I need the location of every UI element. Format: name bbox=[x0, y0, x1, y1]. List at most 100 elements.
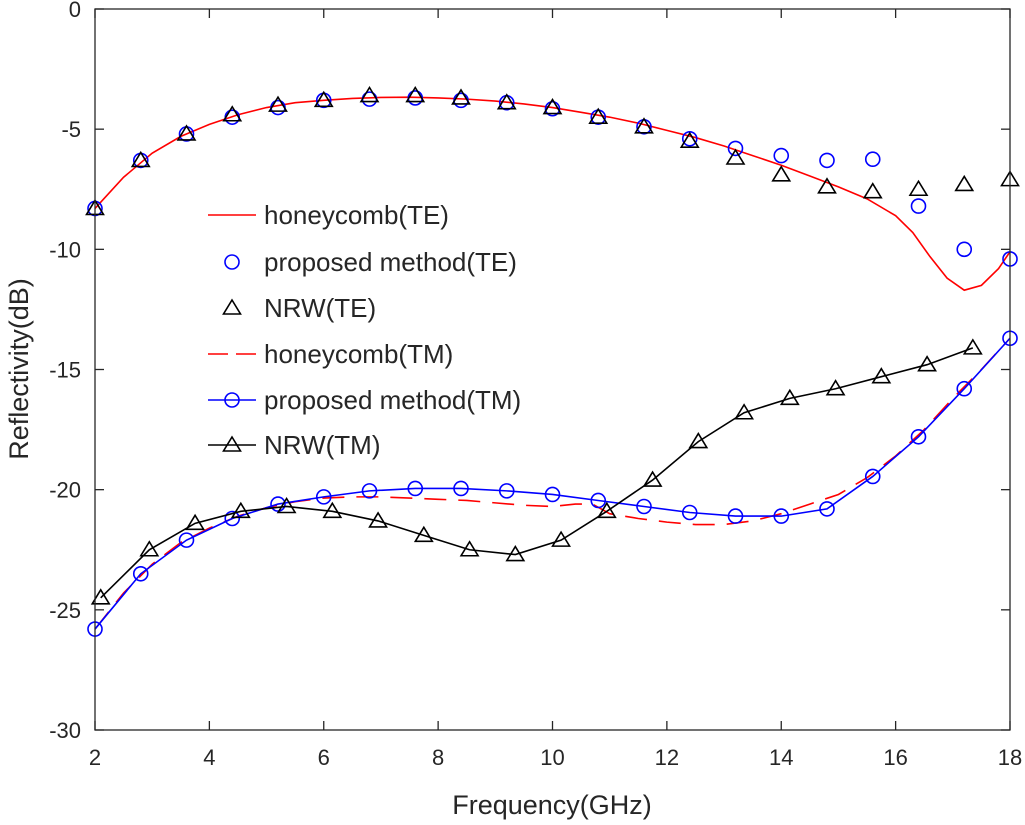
data-point-triangle bbox=[313, 90, 334, 108]
data-point-circle bbox=[636, 498, 652, 515]
y-tick-label: -25 bbox=[49, 598, 81, 623]
data-point-circle bbox=[132, 565, 149, 582]
legend-marker-triangle bbox=[222, 298, 242, 315]
data-point-circle bbox=[178, 532, 195, 548]
series-honeycomb-tm- bbox=[94, 337, 1011, 630]
data-point-triangle bbox=[917, 355, 937, 372]
data-point-triangle bbox=[871, 367, 892, 384]
legend-label: honeycomb(TM) bbox=[264, 339, 453, 369]
y-tick-label: 0 bbox=[69, 0, 81, 22]
legend-entry: proposed method(TE) bbox=[224, 247, 517, 277]
data-point-triangle bbox=[130, 150, 151, 168]
data-point-triangle bbox=[276, 496, 297, 514]
data-point-circle bbox=[956, 241, 973, 258]
legend-marker-circle bbox=[224, 392, 240, 408]
legend-entry: honeycomb(TM) bbox=[208, 339, 453, 369]
data-point-triangle bbox=[596, 501, 617, 519]
data-point-circle bbox=[910, 428, 927, 445]
data-point-circle bbox=[361, 483, 378, 499]
x-tick-label: 10 bbox=[540, 745, 564, 770]
data-point-triangle bbox=[368, 511, 388, 528]
data-point-triangle bbox=[90, 588, 111, 605]
data-point-triangle bbox=[825, 379, 846, 396]
x-tick-label: 6 bbox=[318, 745, 330, 770]
data-point-circle bbox=[224, 510, 241, 527]
legend-label: proposed method(TM) bbox=[264, 385, 521, 415]
data-point-triangle bbox=[359, 85, 380, 103]
data-point-triangle bbox=[322, 501, 343, 519]
data-point-triangle bbox=[222, 105, 243, 122]
y-tick-label: -20 bbox=[49, 478, 81, 503]
x-tick-label: 12 bbox=[655, 745, 679, 770]
data-point-circle bbox=[864, 468, 881, 485]
data-point-circle bbox=[453, 480, 469, 497]
data-point-triangle bbox=[551, 530, 571, 547]
data-point-triangle bbox=[139, 540, 160, 557]
data-point-circle bbox=[864, 151, 881, 168]
y-tick-label: -5 bbox=[61, 117, 81, 142]
data-point-circle bbox=[819, 501, 835, 517]
data-point-triangle bbox=[496, 93, 517, 110]
x-tick-label: 8 bbox=[432, 745, 444, 770]
x-tick-label: 18 bbox=[998, 745, 1022, 770]
legend-marker-circle bbox=[224, 254, 240, 270]
data-point-triangle bbox=[459, 540, 480, 557]
data-point-triangle bbox=[634, 117, 654, 134]
legend-label: NRW(TE) bbox=[264, 293, 376, 323]
data-point-triangle bbox=[679, 131, 700, 148]
series-line bbox=[94, 337, 1011, 630]
data-point-circle bbox=[910, 198, 927, 214]
legend-entry: NRW(TM) bbox=[208, 430, 380, 460]
data-point-triangle bbox=[908, 179, 929, 197]
y-axis-title: Reflectivity(dB) bbox=[4, 278, 34, 460]
data-point-circle bbox=[544, 486, 561, 503]
data-point-circle bbox=[407, 480, 424, 497]
data-point-circle bbox=[773, 147, 790, 164]
data-point-circle bbox=[773, 508, 790, 524]
data-point-circle bbox=[727, 508, 744, 524]
data-point-triangle bbox=[176, 124, 197, 141]
legend-label: NRW(TM) bbox=[264, 430, 380, 460]
data-point-triangle bbox=[405, 85, 426, 103]
data-point-circle bbox=[956, 380, 973, 397]
data-point-triangle bbox=[230, 501, 251, 519]
data-point-triangle bbox=[954, 174, 975, 192]
x-tick-label: 14 bbox=[769, 745, 793, 770]
data-point-triangle bbox=[505, 545, 526, 562]
data-point-circle bbox=[544, 100, 561, 117]
data-point-triangle bbox=[542, 97, 563, 115]
legend-entry: proposed method(TM) bbox=[208, 385, 521, 415]
x-tick-label: 2 bbox=[89, 745, 101, 770]
y-tick-label: -10 bbox=[49, 237, 81, 262]
data-point-triangle bbox=[642, 470, 663, 487]
legend-label: honeycomb(TE) bbox=[264, 200, 449, 230]
axes: 2 4 6 8 10 12 14 16 18 0 -5 -10 -15 -20 -25 -30 bbox=[49, 0, 1022, 770]
data-point-triangle bbox=[962, 338, 983, 355]
series-line bbox=[100, 347, 974, 599]
series-layer bbox=[85, 85, 1020, 637]
legend: honeycomb(TE) proposed method(TE) NRW(TE) h… bbox=[208, 200, 521, 460]
legend-marker-triangle bbox=[222, 435, 242, 452]
data-point-triangle bbox=[771, 165, 792, 182]
data-point-circle bbox=[819, 152, 835, 169]
data-point-triangle bbox=[734, 403, 754, 420]
data-point-circle bbox=[727, 140, 744, 157]
x-tick-label: 4 bbox=[203, 745, 215, 770]
data-point-triangle bbox=[817, 177, 837, 194]
x-axis-title: Frequency(GHz) bbox=[452, 790, 652, 820]
data-point-circle bbox=[315, 489, 332, 505]
data-point-triangle bbox=[268, 95, 288, 112]
data-point-triangle bbox=[862, 182, 883, 199]
y-tick-label: -15 bbox=[49, 358, 81, 383]
series-nrw-tm- bbox=[90, 338, 983, 605]
legend-label: proposed method(TE) bbox=[264, 247, 517, 277]
data-point-circle bbox=[498, 483, 515, 499]
legend-entry: honeycomb(TE) bbox=[208, 200, 449, 230]
series-nrw-te- bbox=[85, 85, 1020, 216]
data-point-triangle bbox=[413, 525, 434, 543]
data-point-triangle bbox=[725, 148, 746, 165]
y-tick-label: -30 bbox=[49, 718, 81, 743]
data-point-triangle bbox=[185, 513, 205, 531]
